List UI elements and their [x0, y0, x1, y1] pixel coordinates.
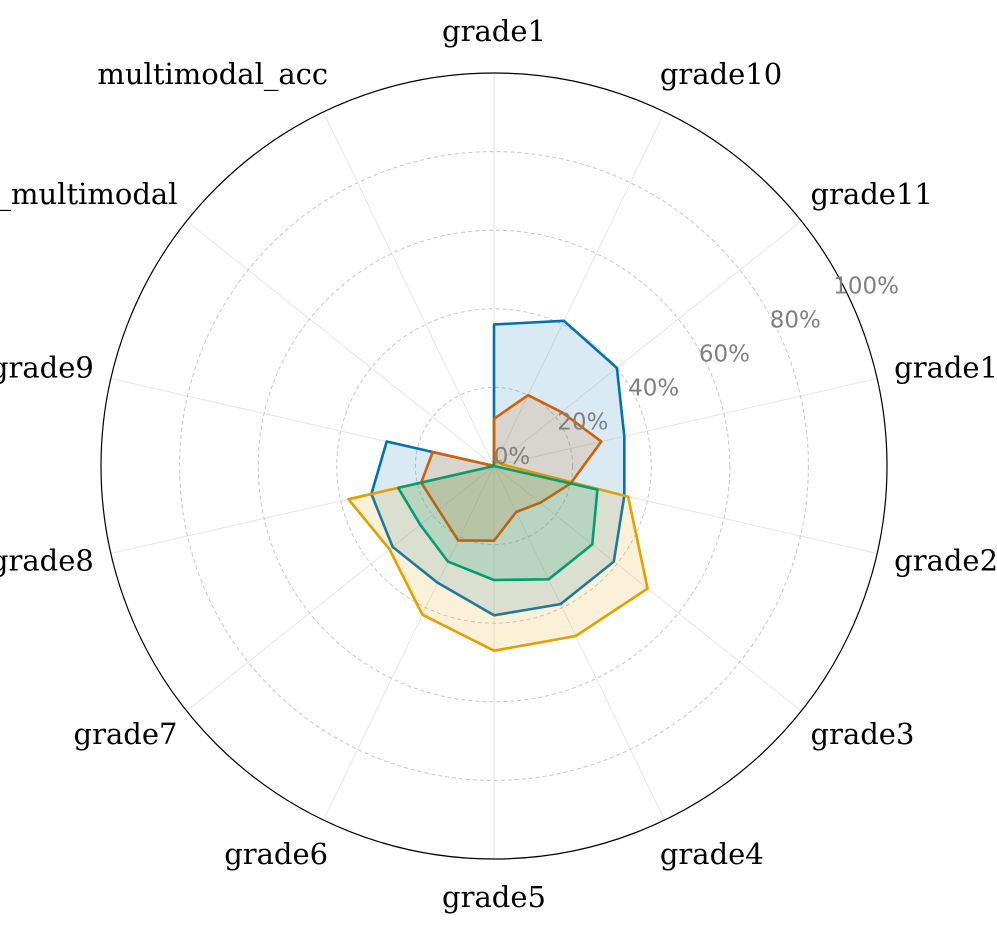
grid-ring-40	[336, 308, 652, 624]
axis-label-grade3: grade3	[811, 717, 915, 751]
axis-label-grade5: grade5	[442, 880, 546, 914]
spoke-multimodal_acc	[323, 111, 495, 467]
outer-frame	[100, 72, 888, 860]
grid-ring-60	[257, 229, 731, 703]
r-tick-label-20: 20%	[557, 410, 608, 436]
label-layer: grade1 grade10 grade11 grade12 grade2 grade3 g…	[0, 14, 997, 914]
axis-label-grade4: grade4	[660, 837, 764, 871]
series-3-polygon	[396, 460, 599, 582]
r-tick-label-80: 80%	[770, 307, 821, 333]
axis-label-grade7: grade7	[74, 717, 178, 751]
spoke-is_multimodal	[186, 220, 495, 467]
spoke-grade10	[493, 111, 665, 467]
axis-label-grade2: grade2	[894, 543, 997, 577]
axis-label-grade1: grade1	[442, 14, 546, 48]
series-2-polygon	[419, 393, 603, 543]
axis-label-grade8: grade8	[0, 543, 94, 577]
spoke-grade11	[493, 220, 802, 467]
spoke-grade12	[493, 378, 878, 467]
spoke-grade6	[323, 465, 495, 821]
axis-label-grade11: grade11	[811, 177, 933, 211]
r-tick-label-40: 40%	[628, 376, 679, 402]
series-1-polygon	[347, 456, 649, 653]
r-tick-label-100: 100%	[833, 273, 899, 299]
r-tick-label-60: 60%	[699, 342, 750, 368]
spoke-grade7	[186, 465, 495, 712]
axis-label-is_multimodal: is_multimodal	[0, 177, 177, 212]
axis-label-grade12: grade12	[894, 351, 997, 385]
grid-ring-80	[179, 151, 809, 781]
spoke-grade4	[493, 465, 665, 821]
series-layer	[347, 319, 649, 653]
axis-label-grade9: grade9	[0, 351, 94, 385]
axis-label-multimodal_acc: multimodal_acc	[97, 57, 328, 92]
r-tick-label-0: 0%	[494, 444, 531, 470]
axis-label-grade10: grade10	[660, 57, 782, 91]
axis-label-grade6: grade6	[224, 837, 328, 871]
grid-ring-20	[414, 386, 574, 546]
